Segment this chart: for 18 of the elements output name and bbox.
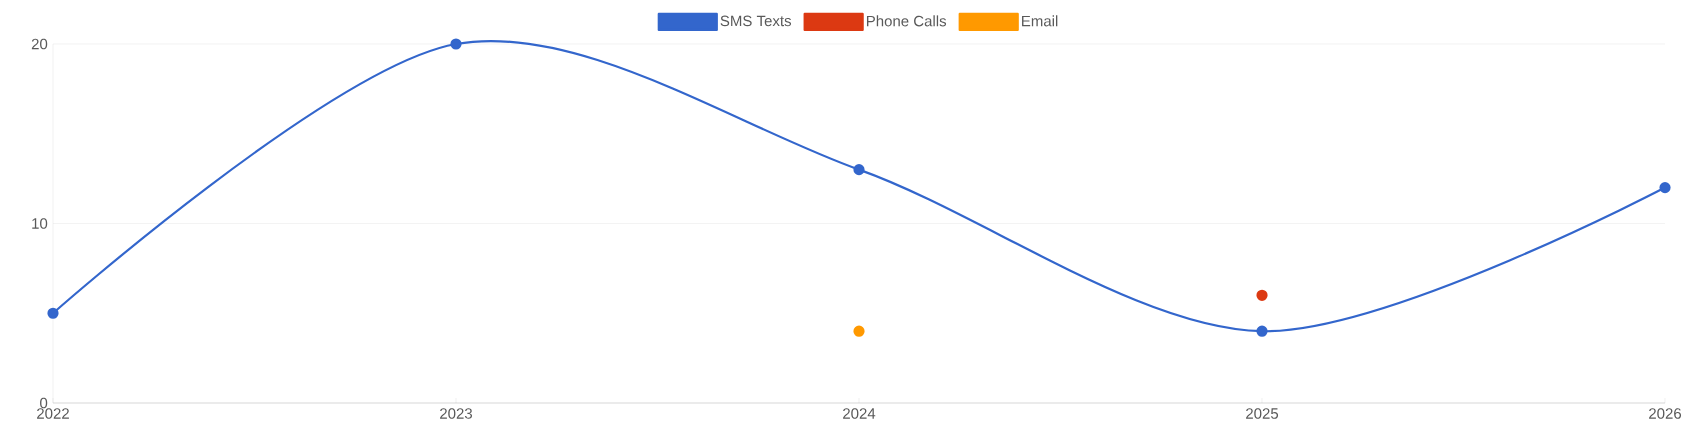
x-tick-label: 2025 [1246, 408, 1279, 419]
point [450, 38, 462, 50]
x-tick-label: 2026 [1649, 408, 1682, 419]
point [1256, 325, 1268, 337]
x-tick-label: 2022 [37, 408, 69, 419]
point [853, 164, 865, 176]
legend-label: Phone Calls [866, 15, 947, 27]
legend-label: Email [1022, 15, 1058, 27]
y-tick-label: 0 [40, 397, 48, 409]
legend-label: SMS Texts [720, 15, 792, 27]
point [1659, 182, 1671, 194]
x-tick-label: 2023 [440, 408, 473, 419]
x-tick-label: 2024 [843, 408, 876, 419]
y-tick-label: 20 [31, 38, 48, 50]
point [47, 307, 59, 319]
y-tick-label: 10 [32, 218, 48, 229]
point [1256, 289, 1268, 301]
point [853, 325, 865, 337]
